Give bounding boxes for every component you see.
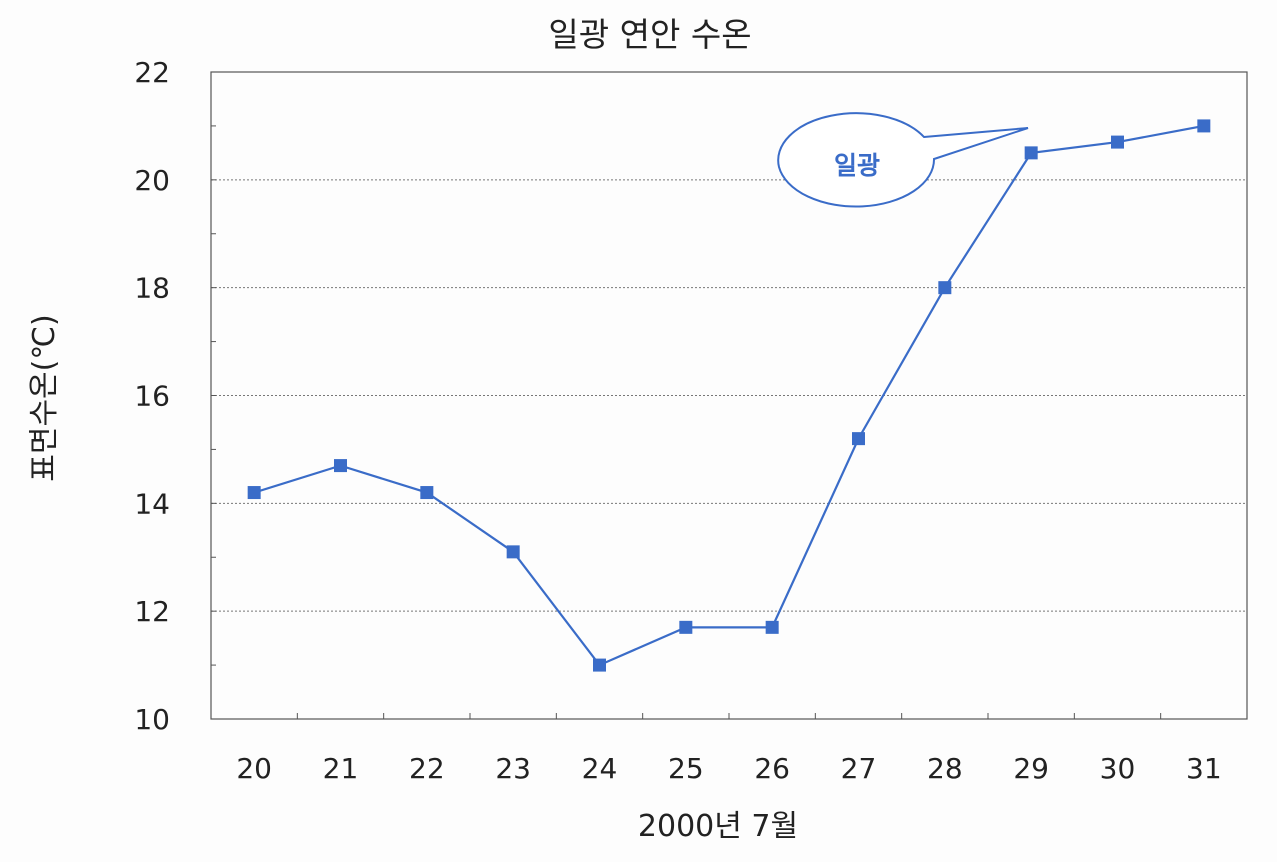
data-point-marker [938,281,952,295]
x-tick-label: 24 [582,752,618,785]
grid-lines [211,179,1247,612]
data-point-marker [852,432,865,446]
x-tick-label: 23 [495,752,531,785]
y-tick-label: 20 [134,164,170,197]
axis-ticks: 10 12 14 16 18 20 22 20 21 22 23 24 25 26 27 28 29 30 31 [134,56,1221,785]
data-point-marker [679,620,693,634]
y-tick-label: 10 [134,703,170,736]
chart-title: 일광 연안 수온 [548,15,751,54]
data-point-marker [247,486,261,500]
data-point-marker [593,658,606,672]
y-tick-label: 12 [134,595,170,628]
series-line [253,124,1205,667]
y-tick-label: 22 [134,56,170,89]
series-group [247,119,1211,672]
data-point-marker [1024,146,1038,160]
legend-callout: 일광 [777,112,1029,208]
x-axis-label: 2000년 7월 [638,809,798,844]
x-tick-label: 30 [1100,752,1136,785]
data-point-marker [506,545,520,559]
y-axis-label: 표면수온(℃) [27,314,62,482]
callout-series-label: 일광 [834,151,880,180]
x-tick-label: 21 [323,752,359,785]
data-point-marker [1111,135,1124,149]
data-point-marker [1197,119,1211,133]
y-tick-label: 14 [134,487,170,520]
x-tick-label: 22 [409,752,445,785]
x-tick-label: 31 [1186,752,1222,785]
data-point-marker [420,486,434,500]
callout-bubble [777,112,1029,208]
y-tick-label: 18 [134,272,170,305]
x-tick-label: 28 [927,752,963,785]
x-tick-label: 29 [1013,752,1049,785]
y-tick-label: 16 [134,380,170,413]
data-point-marker [334,459,347,473]
x-tick-label: 27 [841,752,877,785]
x-tick-label: 25 [668,752,704,785]
x-tick-label: 20 [236,752,272,785]
data-point-marker [765,620,779,634]
x-tick-label: 26 [754,752,790,785]
